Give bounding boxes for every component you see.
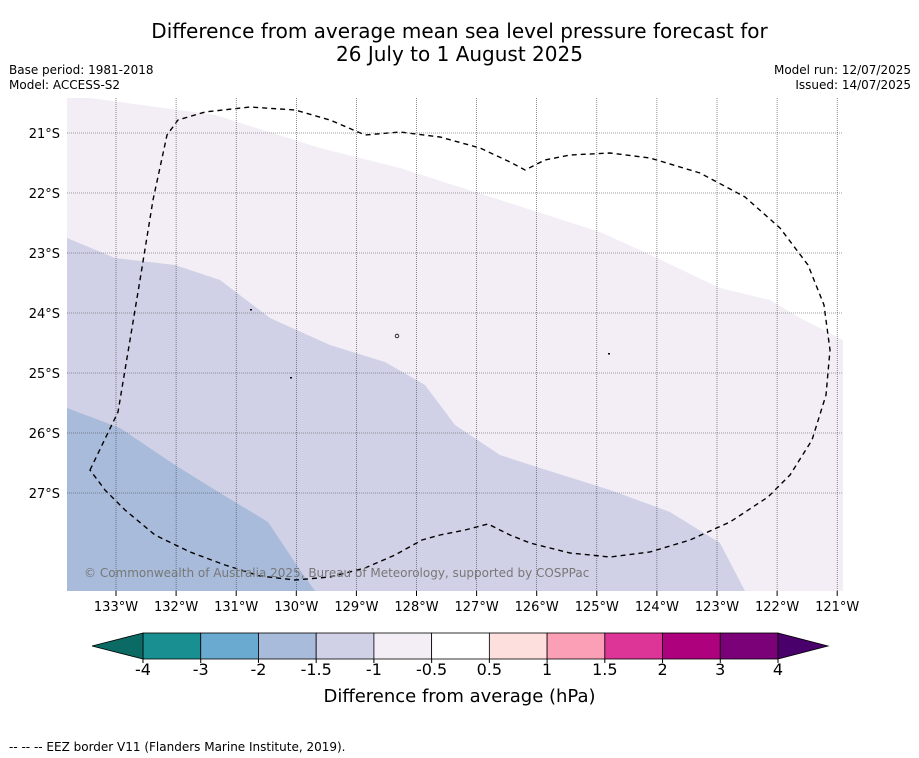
- lon-label: 125°W: [575, 600, 619, 615]
- eez-border: [89, 106, 831, 581]
- lon-label: 132°W: [154, 600, 198, 615]
- colorbar-tick-label: -4: [135, 660, 151, 679]
- title-line-2: 26 July to 1 August 2025: [336, 42, 583, 66]
- contour-band-minus-1.5: [67, 408, 315, 591]
- colorbar-segment: [200, 632, 259, 660]
- colorbar-tick-label: -3: [192, 660, 209, 679]
- lon-label: 127°W: [455, 600, 499, 615]
- lon-label: 129°W: [334, 600, 378, 615]
- colorbar-segment: [719, 632, 779, 660]
- grid-lines: [67, 98, 843, 591]
- lat-label: 23°S: [29, 247, 60, 262]
- colorbar-label: Difference from average (hPa): [323, 686, 596, 707]
- lat-label: 21°S: [29, 127, 60, 142]
- lon-label: 128°W: [394, 600, 438, 615]
- lat-label: 24°S: [29, 307, 60, 322]
- colorbar-segment: [142, 632, 202, 660]
- lat-label: 22°S: [29, 187, 60, 202]
- colorbar-segment: [604, 632, 663, 660]
- colorbar-tick-label: 4: [772, 660, 784, 679]
- lon-label: 130°W: [274, 600, 318, 615]
- lon-label: 131°W: [214, 600, 258, 615]
- lat-label: 25°S: [29, 367, 60, 382]
- colorbar-segment: [315, 632, 375, 660]
- longitude-labels: 133°W 132°W 131°W 130°W 129°W 128°W 127°W 126°W…: [94, 600, 860, 615]
- colorbar-segment: [258, 632, 317, 660]
- footnote: -- -- -- EEZ border V11 (Flanders Marine…: [9, 740, 346, 754]
- lat-label: 26°S: [29, 427, 60, 442]
- model-run: Model run: 12/07/2025: [773, 63, 911, 77]
- colorbar-tick-label: -0.5: [416, 660, 448, 679]
- colorbar-tick-label: 1.5: [592, 660, 618, 679]
- lon-label: 126°W: [515, 600, 559, 615]
- colorbar-tick-label: -2: [250, 660, 267, 679]
- longitude-tick-marks: [115, 591, 838, 596]
- colorbar-over-arrow-icon: [777, 632, 830, 660]
- lon-label: 133°W: [94, 600, 138, 615]
- lon-label: 121°W: [815, 600, 859, 615]
- base-period: Base period: 1981-2018: [9, 63, 154, 77]
- colorbar-tick-label: 2: [657, 660, 668, 679]
- issued-date: Issued: 14/07/2025: [795, 78, 911, 92]
- map-panel: © Commonwealth of Australia 2025, Bureau…: [67, 98, 843, 591]
- lon-label: 122°W: [755, 600, 799, 615]
- colorbar-tick-label: -1.5: [300, 660, 332, 679]
- colorbar-segment: [431, 632, 490, 660]
- colorbar: [91, 632, 830, 663]
- colorbar-segment: [373, 632, 433, 660]
- colorbar-tick-label: 0.5: [476, 660, 503, 679]
- colorbar-segment: [488, 632, 548, 660]
- latitude-labels: 21°S 22°S 23°S 24°S 25°S 26°S 27°S: [29, 127, 60, 502]
- title-line-1: Difference from average mean sea level p…: [151, 19, 768, 43]
- colorbar-tick-label: 1: [541, 660, 553, 679]
- model-name: Model: ACCESS-S2: [9, 78, 121, 92]
- left-meta: Base period: 1981-2018 Model: ACCESS-S2: [9, 63, 154, 93]
- colorbar-tick-label: -1: [365, 660, 382, 679]
- colorbar-segment: [662, 632, 721, 660]
- colorbar-under-arrow-icon: [91, 632, 144, 660]
- colorbar-tick-label: 3: [715, 660, 726, 679]
- lon-label: 123°W: [695, 600, 739, 615]
- lat-label: 27°S: [29, 487, 60, 502]
- small-markers: [250, 309, 610, 379]
- right-meta: Model run: 12/07/2025 Issued: 14/07/2025: [774, 63, 911, 93]
- colorbar-segment: [546, 632, 606, 660]
- copyright-text: © Commonwealth of Australia 2025, Bureau…: [84, 566, 589, 580]
- lon-label: 124°W: [635, 600, 679, 615]
